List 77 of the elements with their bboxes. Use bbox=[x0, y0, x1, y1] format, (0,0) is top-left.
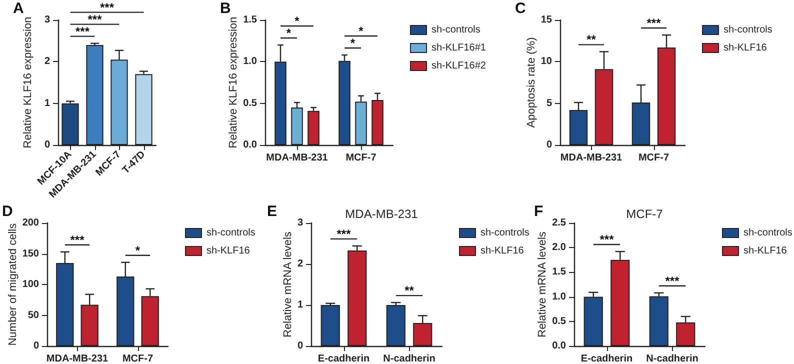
annotation: *** bbox=[646, 16, 662, 30]
text: E bbox=[267, 203, 278, 220]
legend-label: sh-KLF16#1 bbox=[432, 42, 486, 54]
y-tick-label: 2.5 bbox=[552, 218, 566, 228]
x-tick-label: MDA-MB-231 bbox=[266, 152, 328, 164]
x-tick-label: MDA-MB-231 bbox=[46, 354, 109, 364]
y-tick-label: 0.5 bbox=[243, 98, 258, 109]
y-tick-label: 1 bbox=[297, 300, 304, 310]
annotation: *** bbox=[665, 274, 680, 288]
x-tick-label: E-cadherin bbox=[580, 354, 633, 364]
y-tick-label: 50 bbox=[28, 310, 40, 321]
legend-label: sh-KLF16 bbox=[206, 246, 250, 256]
annotation: *** bbox=[70, 232, 85, 247]
annotation: ** bbox=[586, 32, 596, 47]
chart-title: MDA-MB-231 bbox=[345, 207, 418, 221]
annotation: * bbox=[286, 26, 292, 40]
annotation: ** bbox=[404, 284, 414, 298]
y-tick-label: 1.0 bbox=[243, 56, 258, 68]
y-tick-label: 1.5 bbox=[243, 14, 258, 26]
legend-label: sh-KLF16 bbox=[480, 246, 524, 256]
x-tick-label: MCF-7 bbox=[346, 152, 377, 164]
y-axis-title: Apoptosis rate (%) bbox=[525, 37, 538, 128]
y-tick-label: 200 bbox=[22, 218, 40, 228]
y-axis-title: Number of migrated cells bbox=[6, 222, 19, 346]
text: A bbox=[13, 0, 24, 17]
y-tick-label: 100 bbox=[22, 279, 40, 290]
x-tick-label: N-cadherin bbox=[383, 354, 436, 364]
text: C bbox=[515, 0, 526, 17]
x-tick-label: N-cadherin bbox=[646, 354, 698, 364]
legend-label: sh-controls bbox=[724, 24, 772, 36]
x-tick-label: MDA-MB-231 bbox=[560, 152, 623, 164]
text: *** bbox=[100, 0, 114, 14]
y-axis-title: Relative KLF16 expression bbox=[22, 16, 34, 148]
text: F bbox=[534, 203, 544, 220]
text: D bbox=[2, 203, 13, 220]
y-axis-title: Relative KLF16 expression bbox=[228, 16, 240, 148]
y-tick-label: 1 bbox=[44, 98, 50, 109]
annotation: *** bbox=[600, 232, 614, 247]
y-tick-label: 0 bbox=[44, 140, 50, 150]
annotation: *** bbox=[336, 226, 352, 241]
y-tick-label: 150 bbox=[22, 248, 40, 260]
y-tick-label: 0 bbox=[33, 340, 40, 352]
annotation: * bbox=[135, 243, 140, 258]
legend-label: sh-controls bbox=[206, 228, 256, 238]
y-tick-label: 0.0 bbox=[552, 340, 566, 352]
legend-label: sh-controls bbox=[432, 24, 480, 36]
y-tick-label: 3 bbox=[44, 14, 50, 26]
legend-label: sh-controls bbox=[744, 228, 792, 238]
annotation: *** bbox=[88, 12, 102, 26]
y-tick-label: 3 bbox=[297, 218, 304, 228]
y-tick-label: 2 bbox=[297, 258, 304, 270]
y-tick-label: 15 bbox=[540, 14, 552, 26]
y-tick-label: 2 bbox=[44, 56, 50, 68]
y-tick-label: 5 bbox=[546, 98, 552, 109]
legend-label: sh-KLF16 bbox=[744, 246, 788, 256]
legend-label: sh-controls bbox=[480, 228, 530, 238]
annotation: * bbox=[358, 24, 364, 38]
y-tick-label: 0.5 bbox=[552, 316, 566, 327]
y-tick-label: 0 bbox=[297, 340, 304, 352]
x-tick-label: MCF-7 bbox=[122, 354, 154, 364]
y-axis-title: Relative mRNA levels bbox=[282, 231, 294, 338]
chart-title: MCF-7 bbox=[626, 207, 664, 221]
y-tick-label: 10 bbox=[540, 56, 552, 68]
annotation: *** bbox=[75, 24, 90, 38]
y-tick-label: 1.0 bbox=[552, 291, 566, 302]
text: B bbox=[220, 0, 231, 17]
y-tick-label: 1.5 bbox=[552, 266, 566, 278]
y-tick-label: 0 bbox=[546, 140, 552, 150]
x-tick-label: MCF-7 bbox=[638, 152, 670, 164]
annotation: * bbox=[350, 36, 356, 50]
y-tick-label: 0.0 bbox=[243, 140, 258, 150]
x-tick-label: E-cadherin bbox=[318, 354, 370, 364]
legend-label: sh-KLF16 bbox=[724, 42, 768, 54]
y-tick-label: 2.0 bbox=[552, 242, 566, 254]
legend-label: sh-KLF16#2 bbox=[432, 60, 486, 72]
y-axis-title: Relative mRNA levels bbox=[536, 231, 548, 338]
annotation: * bbox=[294, 14, 300, 28]
